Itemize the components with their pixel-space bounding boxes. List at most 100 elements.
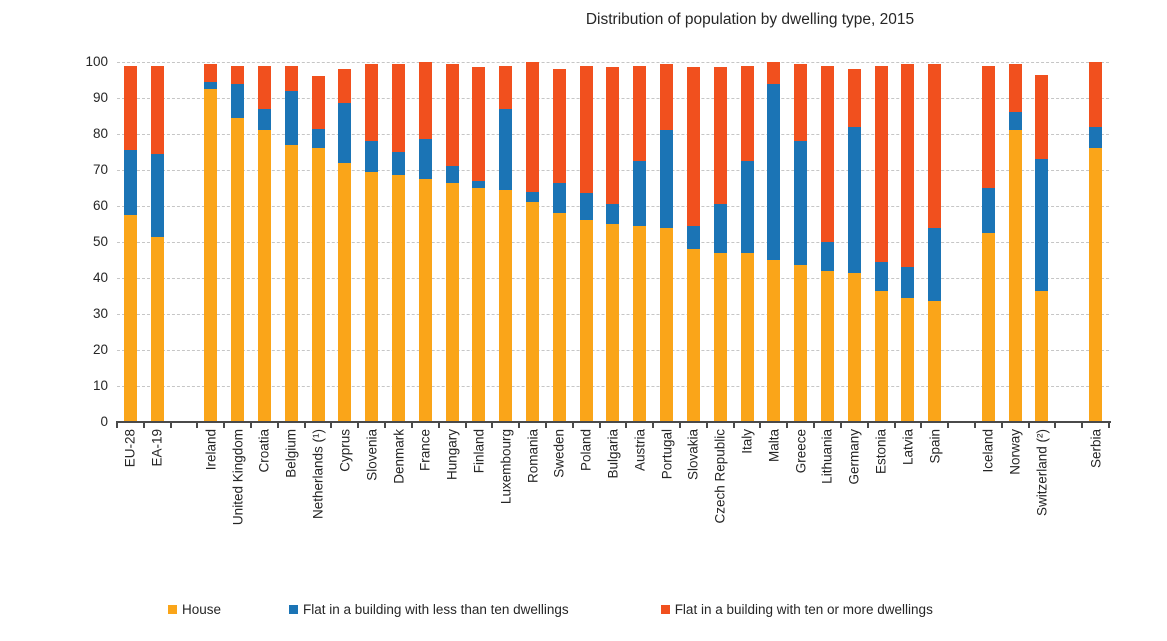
bar-slot: [492, 62, 519, 422]
x-axis-tick: [169, 423, 172, 428]
x-axis-label: Iceland: [980, 429, 996, 473]
bar-cyprus: [338, 69, 352, 422]
segment-flat-less-ten: [713, 204, 727, 253]
segment-house: [660, 227, 674, 422]
x-axis-label: Hungary: [444, 429, 460, 481]
bar-greece: [794, 63, 808, 422]
bar-slot: [358, 62, 385, 422]
bar-slot: [278, 62, 305, 422]
segment-flat-less-ten: [1089, 126, 1103, 149]
segment-flat-ten-more: [874, 65, 888, 262]
segment-flat-ten-more: [820, 65, 834, 243]
segment-house: [284, 144, 298, 422]
legend-item-flat-ten-more: Flat in a building with ten or more dwel…: [660, 602, 933, 617]
x-axis-label: Bulgaria: [605, 429, 621, 479]
bar-slot: [760, 62, 787, 422]
bar-slot: [331, 62, 358, 422]
segment-house: [820, 270, 834, 422]
bar-slot: [787, 62, 814, 422]
segment-flat-ten-more: [981, 65, 995, 188]
segment-flat-less-ten: [284, 90, 298, 145]
bar-slot: [519, 62, 546, 422]
bar-slot: [546, 62, 573, 422]
x-axis-label: Estonia: [873, 429, 889, 475]
bar-slot: [921, 62, 948, 422]
segment-flat-less-ten: [820, 242, 834, 271]
x-axis-tick: [544, 423, 547, 428]
segment-house: [606, 224, 620, 422]
segment-house: [901, 297, 915, 422]
bar-netherlands: [311, 76, 325, 422]
bar-slot: [653, 62, 680, 422]
y-axis-tick-label-60: 60: [92, 198, 108, 213]
segment-flat-ten-more: [472, 67, 486, 181]
x-axis-tick: [437, 423, 440, 428]
segment-flat-ten-more: [499, 65, 513, 109]
segment-flat-less-ten: [606, 204, 620, 224]
x-axis-tick: [196, 423, 199, 428]
segment-house: [740, 252, 754, 422]
segment-house: [767, 260, 781, 422]
legend-item-house: House: [168, 602, 221, 617]
y-axis-tick-label-50: 50: [92, 234, 108, 249]
bar-poland: [579, 65, 593, 422]
x-axis-label: Luxembourg: [498, 429, 514, 505]
bar-slot: [466, 62, 493, 422]
bar-slot: [734, 62, 761, 422]
x-axis-label: Slovakia: [685, 429, 701, 481]
x-axis-label: Cyprus: [337, 429, 353, 472]
legend-item-flat-less-ten: Flat in a building with less than ten dw…: [289, 602, 569, 617]
x-axis-label: Serbia: [1088, 429, 1104, 469]
chart-title: Distribution of population by dwelling t…: [585, 11, 915, 28]
x-axis-tick: [893, 423, 896, 428]
bar-ireland: [204, 63, 218, 422]
bar-slot: [600, 62, 627, 422]
x-axis-label: EU-28: [122, 429, 138, 468]
segment-house: [981, 233, 995, 422]
x-axis-label: Malta: [766, 429, 782, 463]
legend-label-flat-less-ten: Flat in a building with less than ten dw…: [303, 602, 569, 617]
segment-flat-ten-more: [1089, 62, 1103, 127]
segment-flat-ten-more: [231, 65, 245, 84]
x-axis-tick: [732, 423, 735, 428]
segment-flat-ten-more: [257, 65, 271, 109]
x-axis-label: Poland: [578, 429, 594, 472]
y-axis-tick-label-90: 90: [92, 90, 108, 105]
x-axis-tick: [571, 423, 574, 428]
segment-house: [472, 188, 486, 422]
x-axis-label: Greece: [793, 429, 809, 474]
bar-czech-republic: [713, 67, 727, 422]
segment-flat-less-ten: [847, 126, 861, 273]
bar-slot: [895, 62, 922, 422]
segment-house: [928, 301, 942, 422]
bar-slot: [841, 62, 868, 422]
bar-united-kingdom: [231, 65, 245, 422]
segment-house: [418, 179, 432, 422]
bar-belgium: [284, 65, 298, 422]
segment-house: [257, 130, 271, 422]
x-axis-label: Portugal: [659, 429, 675, 480]
bar-slot: [573, 62, 600, 422]
x-axis-label: Latvia: [900, 429, 916, 466]
segment-flat-less-ten: [767, 83, 781, 260]
segment-flat-ten-more: [445, 63, 459, 167]
x-axis-tick: [464, 423, 467, 428]
segment-flat-less-ten: [660, 130, 674, 228]
x-axis-label: EA-19: [149, 429, 165, 467]
segment-flat-ten-more: [365, 63, 379, 142]
segment-flat-less-ten: [552, 182, 566, 214]
x-axis-label: Lithuania: [819, 429, 835, 484]
y-axis-tick-label-0: 0: [100, 414, 108, 429]
segment-house: [338, 162, 352, 422]
bar-slot: [144, 62, 171, 422]
segment-flat-ten-more: [767, 62, 781, 84]
segment-house: [552, 213, 566, 422]
legend-label-house: House: [182, 602, 222, 617]
segment-flat-ten-more: [928, 63, 942, 228]
bar-norway: [1008, 63, 1022, 422]
segment-house: [1089, 148, 1103, 422]
bar-slovakia: [686, 67, 700, 422]
x-axis-label: Switzerland (²): [1034, 429, 1050, 517]
x-axis-label: Belgium: [283, 429, 299, 478]
segment-flat-less-ten: [633, 161, 647, 226]
